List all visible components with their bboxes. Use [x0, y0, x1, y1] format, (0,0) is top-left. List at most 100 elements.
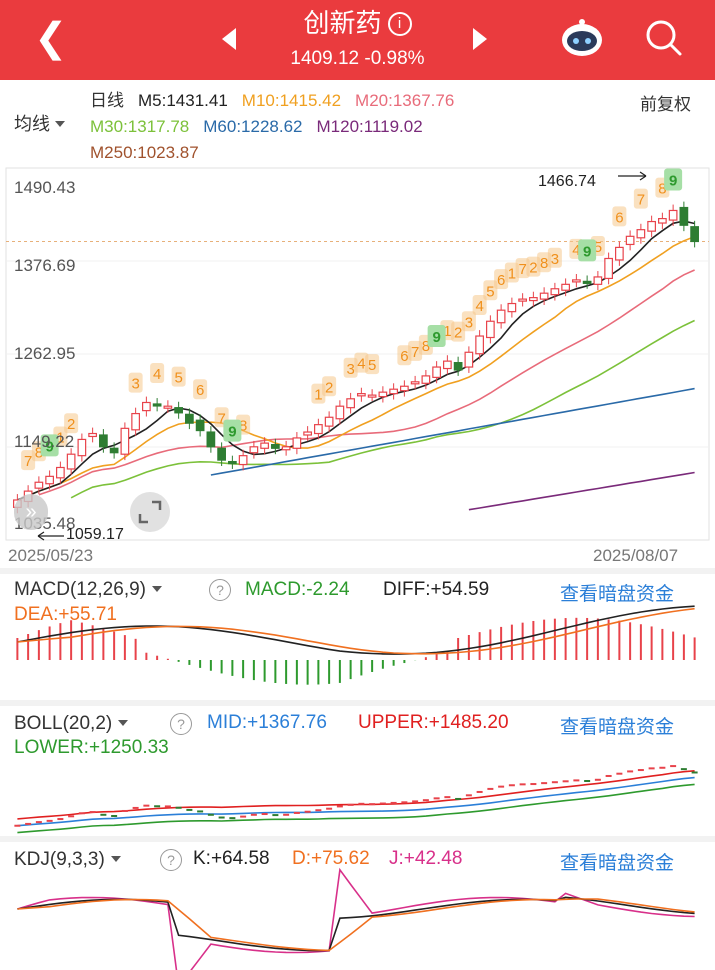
next-triangle-icon[interactable]	[473, 28, 487, 50]
td-marker: 5	[368, 357, 376, 374]
candle-body	[185, 413, 194, 424]
td-marker-bg	[397, 345, 412, 366]
td-marker-bg	[451, 321, 466, 342]
chevron-down-icon	[118, 720, 129, 726]
td-marker-bg	[193, 379, 208, 400]
candle-body	[228, 460, 237, 465]
candle-body	[34, 481, 44, 489]
ma-legend: 日线 M5:1431.41 M10:1415.42 M20:1367.76 M30:13…	[90, 88, 650, 166]
diff-value: DIFF:+54.59	[383, 579, 490, 600]
td-marker-bg	[537, 252, 552, 273]
candle-body	[572, 279, 581, 283]
ma120-line	[468, 471, 695, 511]
prev-triangle-icon[interactable]	[222, 28, 236, 50]
boll-selector[interactable]: BOLL(20,2)	[14, 713, 129, 735]
boll-upper-line	[17, 770, 695, 820]
candle-body	[314, 424, 323, 435]
candle-body	[292, 437, 302, 449]
divider	[0, 700, 715, 706]
robot-icon[interactable]	[560, 18, 604, 58]
candle-body	[66, 453, 76, 470]
td-marker-bg	[483, 280, 498, 301]
ma-20: M20:1367.76	[355, 91, 455, 110]
back-icon[interactable]: ❮	[34, 16, 68, 60]
candle-body	[324, 416, 334, 427]
dea-line	[17, 607, 695, 655]
help-icon[interactable]: ?	[160, 849, 182, 871]
td-marker: 6	[400, 348, 408, 365]
candle-body	[464, 351, 474, 368]
ma-selector[interactable]: 均线	[14, 110, 65, 136]
dark-pool-link-2[interactable]: 查看暗盘资金	[560, 717, 675, 738]
td-marker-bg	[612, 206, 627, 227]
dark-pool-link-1[interactable]: 查看暗盘资金	[560, 584, 675, 605]
td-nine-marker: 9	[583, 243, 591, 260]
candle-body	[45, 475, 54, 485]
td-nine-bg	[664, 168, 683, 191]
diff-line	[17, 605, 695, 655]
td-marker: 3	[346, 361, 354, 378]
ma-60: M60:1228.62	[203, 117, 303, 136]
kdj-selector[interactable]: KDJ(9,3,3)	[14, 849, 121, 871]
td-marker: 7	[518, 261, 526, 278]
boll-mid: MID:+1367.76	[207, 712, 327, 733]
candle-body	[163, 405, 173, 409]
kdj-k-line	[17, 896, 695, 952]
td-marker-bg	[150, 362, 165, 383]
boll-upper: UPPER:+1485.20	[358, 712, 509, 733]
candle-body	[647, 220, 656, 232]
ma-30: M30:1317.78	[90, 117, 190, 136]
td-marker: 2	[67, 416, 75, 433]
candle-body	[443, 360, 452, 370]
td-marker-bg	[343, 357, 358, 378]
td-marker: 4	[357, 356, 365, 373]
page-title: 创新药 i	[0, 3, 715, 40]
td-marker: 3	[465, 314, 473, 331]
boll-mid-line	[17, 776, 695, 827]
help-icon[interactable]: ?	[209, 579, 231, 601]
td-marker: 8	[35, 444, 43, 461]
ma30-line	[70, 319, 695, 499]
candle-body	[529, 297, 538, 302]
td-marker: 5	[594, 239, 602, 256]
low-arrow-head	[37, 531, 45, 541]
candle-body	[550, 288, 560, 296]
help-icon[interactable]: ?	[170, 713, 192, 735]
expand-icon[interactable]	[130, 492, 170, 532]
td-nine-bg	[427, 325, 446, 348]
info-icon[interactable]: i	[387, 12, 412, 36]
candle-body	[152, 403, 162, 407]
boll-chart	[14, 765, 698, 834]
candle-body	[658, 217, 667, 224]
td-marker: 6	[196, 382, 204, 399]
td-marker-bg	[494, 269, 509, 290]
candle-body	[303, 431, 312, 436]
macd-selector[interactable]: MACD(12,26,9)	[14, 579, 162, 601]
candle-body	[507, 302, 517, 313]
td-nine-bg	[223, 419, 242, 442]
td-marker: 6	[497, 272, 505, 289]
candle-body	[281, 446, 291, 451]
candle-body	[604, 257, 613, 280]
dark-pool-link-3[interactable]: 查看暗盘资金	[560, 853, 675, 874]
td-marker: 7	[217, 410, 225, 427]
candle-body	[615, 246, 624, 261]
dea-value: DEA:+55.71	[14, 604, 117, 625]
td-marker: 7	[411, 344, 419, 361]
td-marker-bg	[504, 262, 519, 283]
adjust-mode[interactable]: 前复权	[640, 95, 691, 114]
candle-body	[249, 446, 259, 454]
collapse-icon[interactable]: »	[14, 494, 48, 530]
start-date: 2025/05/23	[8, 546, 94, 565]
candle-body	[217, 447, 226, 461]
chevron-down-icon	[110, 856, 121, 862]
candle-body	[400, 385, 409, 392]
td-nine-marker: 9	[228, 424, 236, 441]
td-marker-bg	[547, 247, 562, 268]
td-nine-bg	[578, 239, 597, 262]
kdj-label: KDJ(9,3,3)	[14, 849, 105, 870]
td-marker-bg	[365, 354, 380, 375]
search-icon[interactable]	[644, 18, 684, 58]
ma-250: M250:1023.87	[90, 143, 199, 162]
